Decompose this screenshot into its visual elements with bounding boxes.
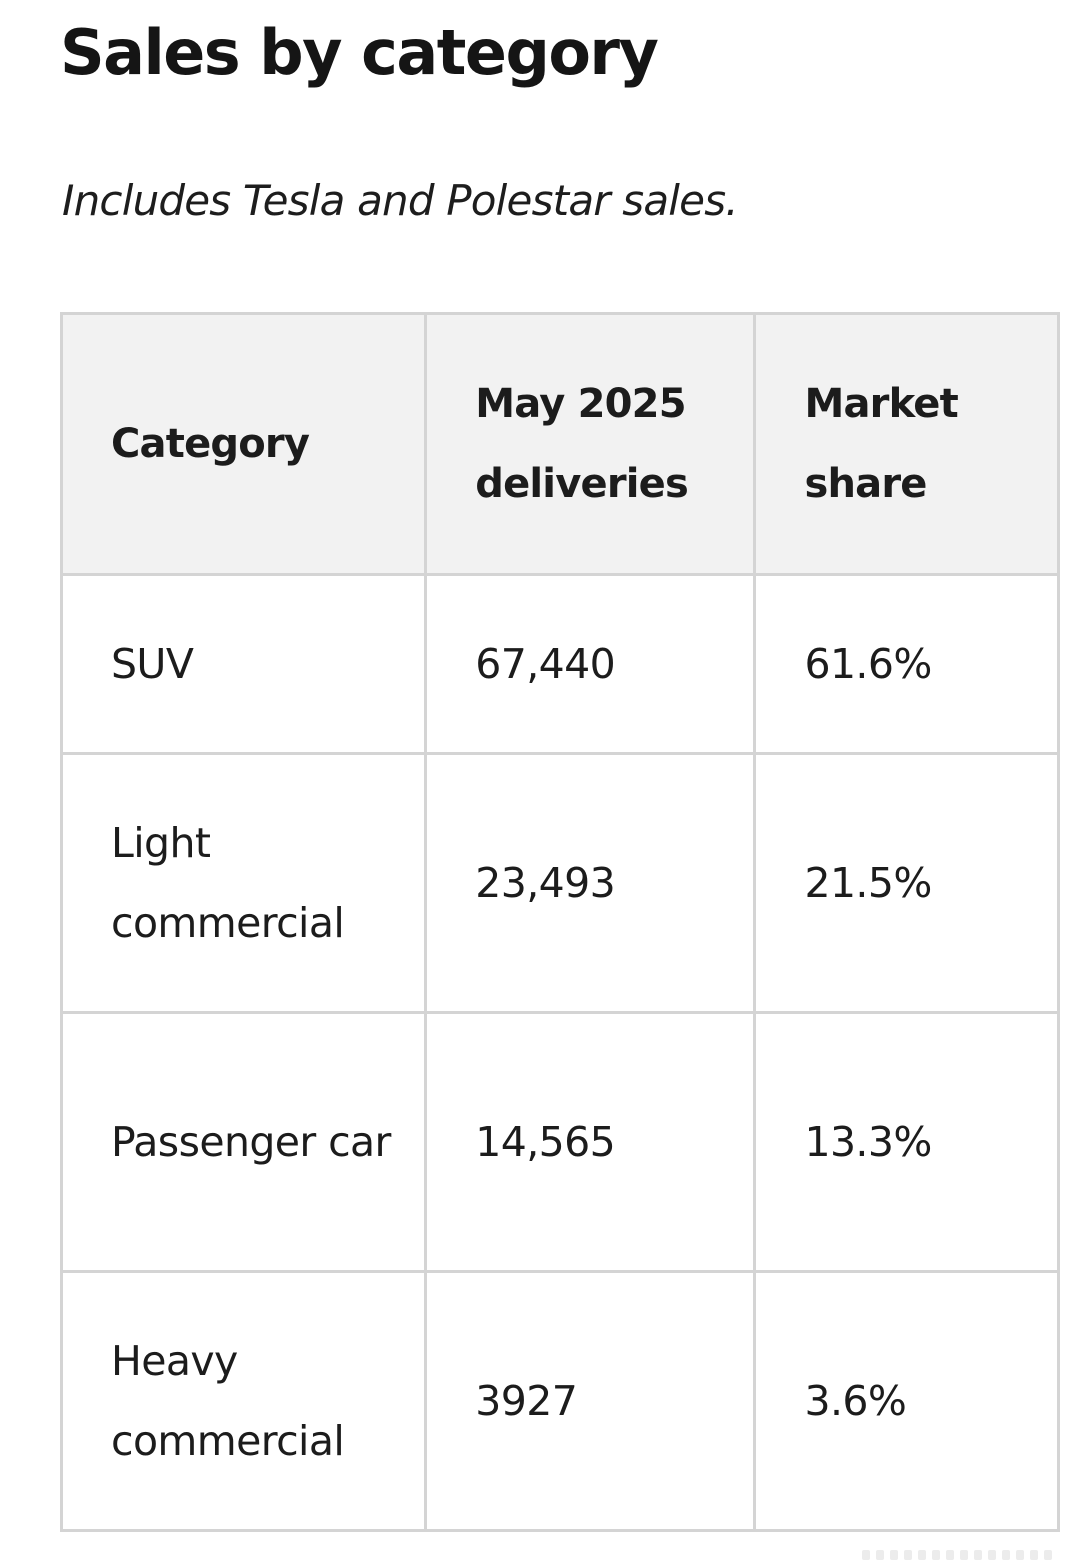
deliveries-cell: 14,565	[424, 1011, 757, 1273]
page-subtitle: Includes Tesla and Polestar sales.	[62, 176, 739, 225]
deliveries-cell: 67,440	[424, 573, 757, 755]
sales-table: Category May 2025 deliveries Market shar…	[59, 312, 1060, 1532]
table-row: Light commercial 23,493 21.5%	[59, 752, 1060, 1014]
table-row: Passenger car 14,565 13.3%	[59, 1011, 1060, 1273]
market-share-cell: 21.5%	[753, 752, 1060, 1014]
category-cell: SUV	[59, 573, 428, 755]
market-share-cell: 61.6%	[753, 573, 1060, 755]
column-header-category: Category	[59, 312, 428, 576]
table-row: SUV 67,440 61.6%	[59, 573, 1060, 755]
category-cell: Light commercial	[59, 752, 428, 1014]
table-row: Heavy commercial 3927 3.6%	[59, 1270, 1060, 1532]
category-cell: Heavy commercial	[59, 1270, 428, 1532]
deliveries-cell: 23,493	[424, 752, 757, 1014]
deliveries-cell: 3927	[424, 1270, 757, 1532]
page-title: Sales by category	[60, 16, 659, 89]
category-cell: Passenger car	[59, 1011, 428, 1273]
market-share-cell: 13.3%	[753, 1011, 1060, 1273]
column-header-deliveries: May 2025 deliveries	[424, 312, 757, 576]
column-header-market-share: Market share	[753, 312, 1060, 576]
table-header-row: Category May 2025 deliveries Market shar…	[59, 312, 1060, 576]
market-share-cell: 3.6%	[753, 1270, 1060, 1532]
horizontal-scroll-indicator[interactable]	[862, 1550, 1072, 1560]
